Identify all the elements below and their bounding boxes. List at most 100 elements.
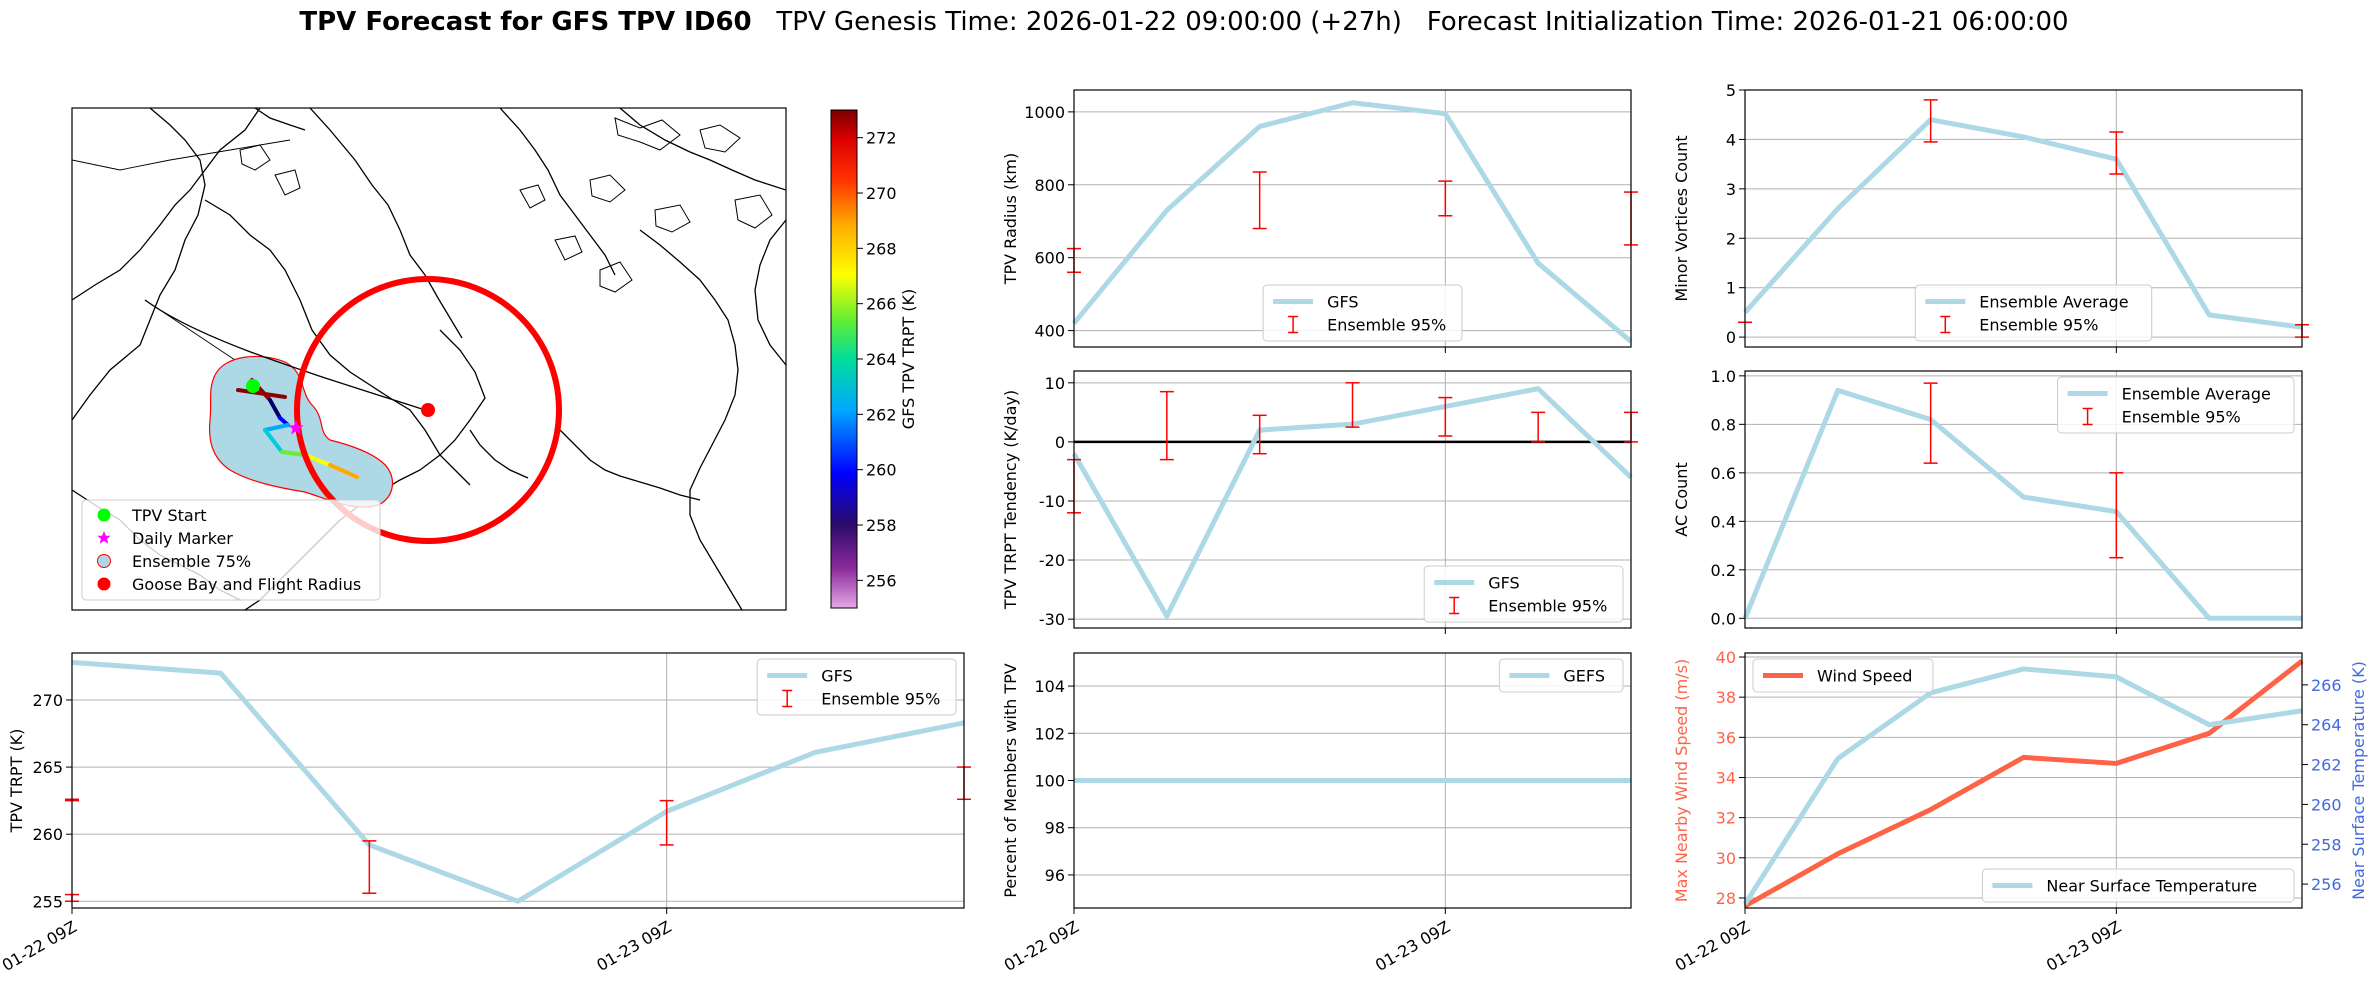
minor-legend-label-1: Ensemble 95% [1979,316,2098,335]
map-legend: TPV Start Daily Marker Ensemble 75% Goos… [81,499,381,601]
ac-ytick-label-5: 1.0 [1711,367,1736,386]
tendency-legend-label-0: GFS [1488,574,1519,593]
wind-temperature-panel: 28 30 32 34 36 38 40 Max Nearby Wind Speed (m/s… [1672,648,2368,975]
radius-ytick-label-1: 600 [1034,249,1065,268]
colorbar-tick-label-2: 260 [866,461,897,480]
legend-tpv-start-icon [97,508,111,522]
colorbar-tick-label-7: 270 [866,184,897,203]
ac-count-panel: 0.0 0.2 0.4 0.6 0.8 1.0 AC Count Ensemble Avera… [1672,367,2303,634]
percent-xtick-label-1: 01-23 09Z [1372,917,1453,975]
minor-ytick-label-2: 2 [1726,229,1736,248]
percent-legend-box [1498,658,1624,693]
percent-members-panel: 96 98 100 102 104 Percent of Members with TPV… [1001,652,1632,975]
radius-ytick-label-0: 400 [1034,322,1065,341]
radius-ylabel: TPV Radius (km) [1001,153,1020,286]
tendency-ytick-label-0: -30 [1039,610,1065,629]
minor-ylabel: Minor Vortices Count [1672,135,1691,301]
figure-title: TPV Forecast for GFS TPV ID60 TPV Genesi… [299,7,2068,37]
title-bold: TPV Forecast for GFS TPV ID60 [299,7,751,37]
trpt-panel: 255 260 265 270 TPV TRPT (K) 01-22 09Z 01-23 0… [0,652,971,975]
percent-ylabel: Percent of Members with TPV [1001,663,1020,897]
colorbar-tick-label-8: 272 [866,129,897,148]
tendency-ylabel: TPV TRPT Tendency (K/day) [1001,390,1020,610]
legend-goose-bay-icon [97,577,111,591]
colorbar-tick-label-0: 256 [866,571,897,590]
ac-ytick-label-4: 0.8 [1711,415,1736,434]
radius-ytick-label-2: 800 [1034,176,1065,195]
wind_temp-ytick-right-label-3: 262 [2311,756,2342,775]
map-islands [239,117,773,293]
minor-ytick-label-3: 3 [1726,180,1736,199]
trpt-series-line-0 [71,659,965,904]
wind_temp-ytick-label-5: 38 [1716,688,1736,707]
flight-radius-circle [294,276,562,544]
wind_temp-ytick-right-label-5: 266 [2311,676,2342,695]
daily-marker-star [288,420,304,435]
colorbar-tick-label-6: 268 [866,239,897,258]
tendency-legend-label-1: Ensemble 95% [1488,597,1607,616]
trpt-ytick-label-0: 255 [32,892,63,911]
percent-ytick-label-0: 96 [1045,866,1065,885]
trpt-xtick-label-0: 01-22 09Z [0,917,80,975]
percent-ytick-label-2: 100 [1034,772,1065,791]
radius-series-line-0 [1072,100,1633,344]
minor-legend-label-0: Ensemble Average [1979,293,2128,312]
map-legend-label-0: TPV Start [131,506,207,525]
colorbar: 256 258 260 262 264 266 268 270 272 GFS TPV TRPT… [830,109,918,609]
minor-ytick-label-4: 4 [1726,130,1736,149]
legend-daily-marker-icon [97,531,111,544]
percent-frame [1073,652,1632,909]
ac-series-line-0 [1742,387,2302,621]
map-legend-label-2: Ensemble 75% [132,552,251,571]
wind_temp-ylabel-right: Near Surface Temperature (K) [2349,661,2368,900]
wind_temp-series-line-1 [1742,666,2303,906]
wind_temp-ytick-label-1: 30 [1716,849,1736,868]
tendency-ytick-label-2: -10 [1039,492,1065,511]
colorbar-ticks: 256 258 260 262 264 266 268 270 272 [857,129,897,590]
wind_temp-right-legend-box [1981,868,2295,903]
trpt-legend-label-1: Ensemble 95% [821,690,940,709]
wind_temp-ytick-right-label-1: 258 [2311,835,2342,854]
minor-vortices-panel: 0 1 2 3 4 5 Minor Vortices Count Ensemble Avera… [1672,81,2309,353]
great-circle-route [144,299,426,411]
minor-legend-box [1914,284,2153,342]
percent-ytick-label-3: 102 [1034,724,1065,743]
legend-ensemble-75-icon [97,554,111,568]
percent-legend-label-0: GEFS [1563,667,1605,686]
minor-frame [1744,89,2303,348]
goose-bay-marker [421,403,435,417]
ac-ylabel: AC Count [1672,462,1691,536]
percent-ytick-label-4: 104 [1034,677,1065,696]
wind_temp-ytick-right-label-0: 256 [2311,875,2342,894]
wind_temp-frame [1744,652,2303,909]
colorbar-tick-label-5: 266 [866,295,897,314]
map-panel: TPV Start Daily Marker Ensemble 75% Goos… [71,107,918,611]
wind_temp-ytick-right-label-2: 260 [2311,795,2342,814]
ac-legend-label-1: Ensemble 95% [2122,408,2241,427]
wind_temp-series-line-0 [1743,659,2304,909]
trpt-xtick-label-1: 01-23 09Z [593,917,674,975]
wind_temp-ytick-label-2: 32 [1716,809,1736,828]
map-legend-label-1: Daily Marker [132,529,233,548]
wind_temp-xtick-label-0: 01-22 09Z [1672,917,1753,975]
trpt-ytick-label-3: 270 [32,691,63,710]
trpt-ylabel: TPV TRPT (K) [7,729,26,834]
trpt-legend-label-0: GFS [821,667,852,686]
wind_temp-right-legend-label-0: Near Surface Temperature [2046,877,2257,896]
map-frame [71,107,787,611]
colorbar-gradient [830,109,858,609]
wind_temp-ytick-label-3: 34 [1716,768,1736,787]
minor-ytick-label-5: 5 [1726,81,1736,100]
tendency-frame [1073,370,1632,629]
map-legend-label-3: Goose Bay and Flight Radius [132,575,361,594]
ac-ytick-label-1: 0.2 [1711,561,1736,580]
ac-frame [1744,370,2303,629]
map-legend-box [81,499,381,601]
wind_temp-ytick-label-4: 36 [1716,728,1736,747]
ac-legend-label-0: Ensemble Average [2122,385,2271,404]
wind_temp-left-legend-label-0: Wind Speed [1817,667,1912,686]
tendency-panel: -30 -20 -10 0 10 TPV TRPT Tendency (K/day) GFS… [1001,370,1638,634]
radius-ytick-label-3: 1000 [1024,103,1065,122]
trpt-frame [71,652,965,909]
